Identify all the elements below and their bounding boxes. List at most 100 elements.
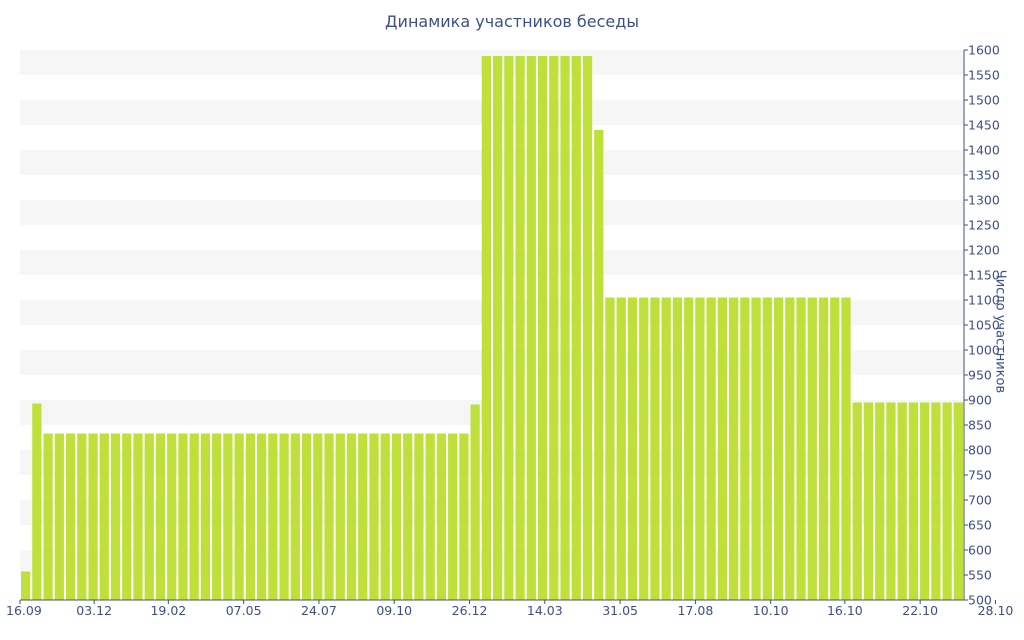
bar[interactable] bbox=[122, 433, 132, 601]
bar[interactable] bbox=[144, 433, 154, 601]
y-tick-label: 1400 bbox=[968, 143, 1000, 158]
bar[interactable] bbox=[549, 56, 559, 600]
y-tick-label: 800 bbox=[968, 443, 992, 458]
y-axis-label: Число участников bbox=[992, 269, 1008, 394]
bar[interactable] bbox=[167, 433, 177, 601]
bar[interactable] bbox=[43, 433, 53, 601]
bar[interactable] bbox=[178, 433, 188, 601]
bar[interactable] bbox=[245, 433, 255, 601]
grid-band bbox=[20, 400, 964, 425]
bar[interactable] bbox=[684, 297, 694, 601]
bar[interactable] bbox=[301, 433, 312, 601]
bar[interactable] bbox=[594, 130, 604, 600]
bar[interactable] bbox=[346, 433, 357, 601]
bar[interactable] bbox=[717, 297, 727, 601]
bar[interactable] bbox=[706, 297, 716, 601]
bar[interactable] bbox=[414, 433, 424, 601]
bar[interactable] bbox=[223, 433, 233, 601]
bar[interactable] bbox=[133, 433, 143, 601]
bar[interactable] bbox=[425, 433, 435, 601]
bar[interactable] bbox=[605, 297, 615, 601]
bar[interactable] bbox=[110, 433, 121, 601]
y-tick-label: 950 bbox=[968, 368, 992, 383]
bar[interactable] bbox=[268, 433, 278, 601]
bar[interactable] bbox=[953, 402, 963, 601]
bar[interactable] bbox=[942, 402, 952, 601]
bar[interactable] bbox=[875, 402, 885, 601]
bar[interactable] bbox=[560, 56, 570, 600]
bar[interactable] bbox=[582, 56, 593, 600]
bar[interactable] bbox=[65, 433, 76, 601]
bar[interactable] bbox=[481, 56, 491, 600]
y-tick-label: 650 bbox=[968, 518, 992, 533]
bar[interactable] bbox=[313, 433, 323, 601]
x-tick-label: 03.12 bbox=[76, 603, 112, 618]
bar[interactable] bbox=[155, 433, 166, 601]
bar[interactable] bbox=[773, 297, 784, 601]
bar[interactable] bbox=[493, 56, 503, 600]
bar[interactable] bbox=[830, 297, 840, 601]
bar[interactable] bbox=[841, 297, 851, 601]
grid-band bbox=[20, 200, 964, 225]
bar[interactable] bbox=[200, 433, 211, 601]
bar[interactable] bbox=[751, 297, 761, 601]
bar[interactable] bbox=[436, 433, 447, 601]
bar[interactable] bbox=[627, 297, 638, 601]
bar[interactable] bbox=[189, 433, 199, 601]
bar[interactable] bbox=[369, 433, 379, 601]
bar[interactable] bbox=[931, 402, 941, 601]
bar[interactable] bbox=[672, 297, 683, 601]
bar[interactable] bbox=[324, 433, 334, 601]
bar[interactable] bbox=[403, 433, 413, 601]
bar[interactable] bbox=[391, 433, 402, 601]
bar[interactable] bbox=[863, 402, 874, 601]
bar[interactable] bbox=[537, 56, 548, 600]
bar[interactable] bbox=[908, 402, 919, 601]
bar[interactable] bbox=[358, 433, 368, 601]
bar[interactable] bbox=[571, 56, 581, 600]
grid-band bbox=[20, 450, 964, 475]
y-tick-label: 1150 bbox=[968, 268, 1000, 283]
bar[interactable] bbox=[21, 571, 31, 601]
x-tick-label: 14.03 bbox=[527, 603, 563, 618]
bar[interactable] bbox=[852, 402, 862, 601]
bar[interactable] bbox=[504, 56, 514, 600]
bar[interactable] bbox=[762, 297, 772, 601]
bar[interactable] bbox=[796, 297, 806, 601]
bar[interactable] bbox=[807, 297, 817, 601]
bar[interactable] bbox=[448, 433, 458, 601]
bar[interactable] bbox=[650, 297, 660, 601]
bar[interactable] bbox=[32, 403, 42, 601]
grid-band bbox=[20, 100, 964, 125]
bar[interactable] bbox=[279, 433, 289, 601]
bar[interactable] bbox=[257, 433, 267, 601]
bar[interactable] bbox=[234, 433, 244, 601]
bar[interactable] bbox=[54, 433, 64, 601]
bar[interactable] bbox=[380, 433, 390, 601]
bar[interactable] bbox=[897, 402, 907, 601]
bar[interactable] bbox=[639, 297, 649, 601]
bar[interactable] bbox=[290, 433, 300, 601]
bar[interactable] bbox=[740, 297, 750, 601]
bar[interactable] bbox=[661, 297, 671, 601]
x-axis: 16.09 03.12 19.02 07.05 24.07 09.10 26.12 14.03… bbox=[6, 599, 1013, 618]
bar[interactable] bbox=[920, 402, 930, 601]
y-tick-label: 1300 bbox=[968, 193, 1000, 208]
bar[interactable] bbox=[729, 297, 739, 601]
bar[interactable] bbox=[695, 297, 705, 601]
bar[interactable] bbox=[886, 402, 896, 601]
bar[interactable] bbox=[616, 297, 626, 601]
bar[interactable] bbox=[818, 297, 829, 601]
grid-band bbox=[20, 300, 964, 325]
bar[interactable] bbox=[526, 56, 536, 600]
y-tick-label: 1600 bbox=[968, 43, 1000, 58]
bar[interactable] bbox=[212, 433, 222, 601]
bar[interactable] bbox=[459, 433, 469, 601]
bar[interactable] bbox=[785, 297, 795, 601]
bar[interactable] bbox=[99, 433, 109, 601]
bar[interactable] bbox=[515, 56, 525, 600]
bar[interactable] bbox=[470, 404, 480, 601]
bar[interactable] bbox=[88, 433, 98, 601]
bar[interactable] bbox=[335, 433, 345, 601]
bar[interactable] bbox=[77, 433, 87, 601]
